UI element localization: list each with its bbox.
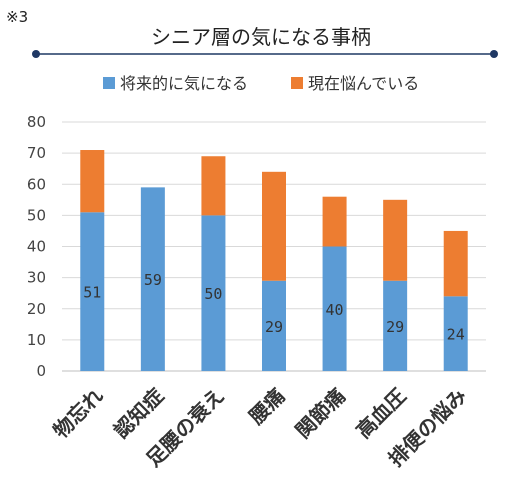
legend-swatch-current: [291, 77, 303, 89]
title-rule-dot-left: [32, 50, 40, 58]
category-label: 腰痛: [244, 384, 290, 430]
data-label: 40: [326, 301, 344, 319]
bar-segment: [201, 215, 226, 371]
title-rule-dot-right: [490, 50, 498, 58]
category-label: 認知症: [109, 384, 168, 443]
data-label: 29: [386, 318, 404, 336]
bar-segment: [80, 212, 105, 371]
bar-segment: [262, 280, 286, 371]
category-label: 関節痛: [291, 384, 350, 443]
data-label: 24: [447, 326, 465, 344]
bar-segment: [322, 196, 347, 247]
category-label: 物忘れ: [48, 384, 107, 443]
y-tick-label: 40: [27, 238, 46, 256]
legend-label-current: 現在悩んでいる: [308, 74, 419, 93]
legend-label-future: 将来的に気になる: [120, 74, 248, 93]
footnote-mark: ※3: [6, 8, 29, 26]
data-label: 59: [144, 271, 162, 289]
data-label: 50: [204, 285, 222, 303]
bar-segment: [262, 171, 286, 281]
bar-segment: [383, 280, 408, 371]
bar-segment: [322, 246, 347, 371]
y-tick-label: 20: [27, 300, 46, 318]
bar-segment: [443, 296, 468, 371]
data-label: 51: [83, 284, 101, 302]
y-tick-label: 70: [27, 144, 46, 162]
y-tick-label: 60: [27, 175, 46, 193]
bars-layer: [80, 150, 468, 371]
data-label: 29: [265, 318, 283, 336]
bar-segment: [443, 230, 468, 297]
y-tick-label: 80: [27, 113, 46, 131]
bar-segment: [80, 150, 105, 213]
bar-segment: [201, 156, 226, 216]
y-tick-label: 50: [27, 206, 46, 224]
y-tick-label: 10: [27, 331, 46, 349]
legend-swatch-future: [103, 77, 115, 89]
y-tick-label: 0: [36, 362, 46, 380]
bar-segment: [140, 187, 165, 371]
chart-title: シニア層の気になる事柄: [151, 25, 371, 49]
y-tick-label: 30: [27, 269, 46, 287]
category-label: 高血圧: [351, 384, 410, 443]
bar-segment: [383, 199, 408, 281]
